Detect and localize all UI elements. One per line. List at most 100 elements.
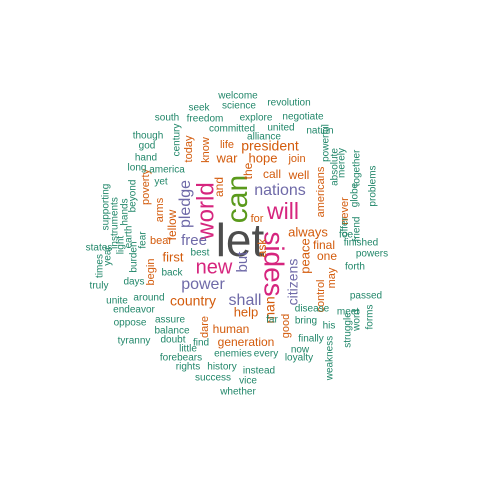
word-today: today [183, 135, 195, 162]
word-instruments: instruments [110, 197, 121, 249]
word-forms: forms [365, 305, 376, 330]
word-know: know [200, 137, 212, 163]
word-sides: sides [259, 231, 290, 296]
word-welcome: welcome [217, 91, 258, 102]
word-doubt: doubt [160, 335, 185, 346]
word-bring: bring [295, 316, 317, 327]
word-new: new [196, 256, 233, 278]
word-unite: unite [106, 296, 128, 307]
word-earth: earth [124, 226, 135, 249]
word-god: god [139, 141, 156, 152]
word-enemies: enemies [214, 349, 252, 360]
word-beyond: beyond [128, 180, 139, 213]
word-yet: yet [154, 177, 168, 188]
word-tyranny: tyranny [118, 336, 151, 347]
word-now: now [291, 345, 310, 356]
word-explore: explore [240, 113, 273, 124]
word-endeavor: endeavor [113, 305, 155, 316]
word-offer: offer [340, 216, 351, 236]
word-always: always [288, 224, 328, 239]
word-generation: generation [218, 335, 275, 349]
word-president: president [241, 138, 299, 154]
word-and: and [212, 177, 226, 197]
word-arms: arms [154, 197, 166, 222]
word-truly: truly [90, 281, 109, 292]
word-alliance: alliance [247, 132, 281, 143]
word-century: century [172, 124, 183, 157]
word-help: help [234, 304, 259, 319]
word-back: back [161, 268, 183, 279]
word-balance: balance [154, 326, 189, 337]
word-struggle: struggle [343, 312, 354, 348]
word-life: life [220, 139, 234, 151]
word-rights: rights [176, 362, 200, 373]
word-finally: finally [298, 334, 324, 345]
word-committed: committed [209, 124, 255, 135]
word-shall: shall [229, 292, 262, 309]
word-powers: powers [356, 249, 388, 260]
word-citizens: citizens [285, 259, 301, 306]
word-vice: vice [239, 376, 257, 387]
word-meet: meet [337, 307, 359, 318]
word-pledge: pledge [177, 180, 194, 228]
word-control: control [315, 279, 327, 312]
word-but: but [234, 251, 251, 273]
word-foe: foe [339, 230, 353, 241]
word-freedom: freedom [187, 114, 224, 125]
word-revolution: revolution [267, 98, 310, 109]
word-friend: friend [352, 216, 363, 241]
word-best: best [191, 248, 210, 259]
word-forebears: forebears [160, 353, 202, 364]
word-find: find [193, 338, 209, 349]
word-problems: problems [368, 165, 379, 206]
word-let: let [216, 214, 265, 266]
word-nation: nation [306, 126, 333, 137]
word-hand: hand [135, 153, 157, 164]
word-long: long [128, 163, 147, 174]
word-america: america [149, 165, 185, 176]
word-power: power [181, 276, 225, 293]
word-never: never [339, 197, 351, 225]
word-peace: peace [297, 238, 312, 273]
word-success: success [195, 373, 231, 384]
word-passed: passed [350, 291, 382, 302]
word-together: together [352, 149, 363, 186]
word-oppose: oppose [114, 318, 147, 329]
word-finished: finished [344, 238, 378, 249]
word-nations: nations [254, 182, 306, 199]
word-history: history [207, 362, 236, 373]
word-hands: hands [120, 198, 131, 225]
word-absolute: absolute [330, 148, 341, 186]
word-dare: dare [199, 316, 211, 338]
word-science: science [222, 101, 256, 112]
word-the: the [241, 162, 255, 179]
word-south: south [155, 113, 179, 124]
word-ask: ask [255, 238, 269, 258]
word-instead: instead [243, 366, 275, 377]
word-times: times [95, 254, 106, 278]
word-every: every [254, 349, 278, 360]
word-burden: burden [129, 241, 140, 272]
word-may: may [326, 267, 338, 288]
word-call: call [263, 167, 281, 181]
word-supporting: supporting [101, 184, 112, 231]
word-hope: hope [249, 150, 278, 165]
word-assure: assure [155, 315, 185, 326]
word-one: one [317, 249, 337, 263]
word-globe: globe [350, 182, 361, 207]
word-country: country [170, 293, 216, 309]
word-powerful: powerful [321, 124, 332, 162]
word-states: states [86, 243, 113, 254]
word-begin: begin [145, 259, 157, 286]
word-for: for [251, 213, 264, 225]
word-americans: americans [315, 166, 327, 217]
word-war: war [216, 150, 239, 165]
word-bear: bear [150, 235, 172, 247]
word-light: light [116, 236, 127, 255]
word-negotiate: negotiate [282, 112, 324, 123]
word-free: free [181, 232, 207, 249]
word-human: human [213, 322, 250, 336]
word-first: first [163, 249, 184, 264]
word-will: will [266, 198, 299, 224]
